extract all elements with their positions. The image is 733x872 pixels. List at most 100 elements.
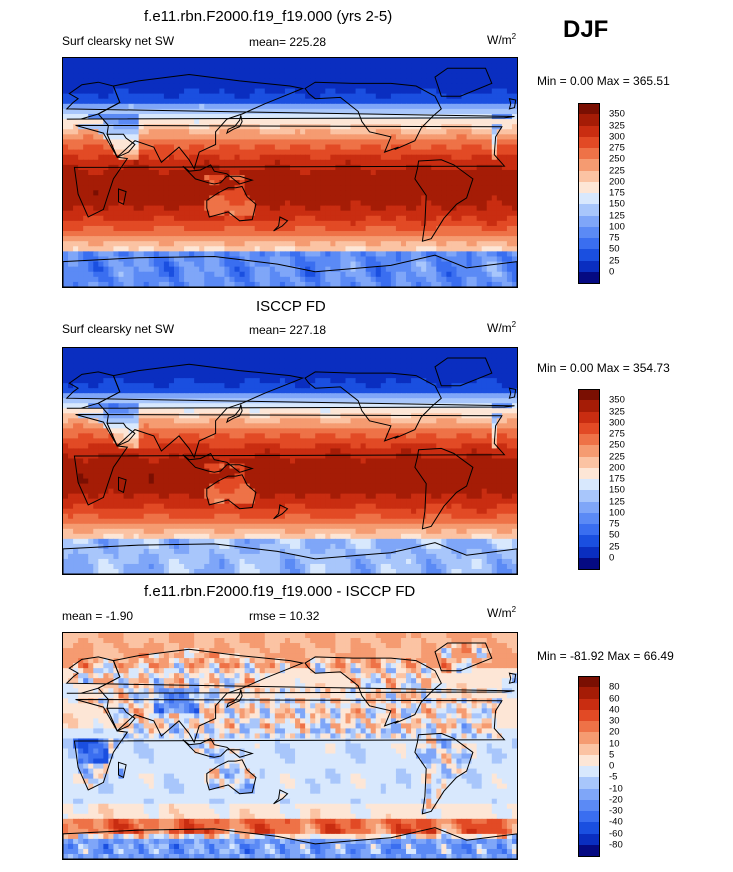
map-cell	[179, 63, 185, 69]
map-cell	[209, 88, 215, 95]
map-cell	[501, 119, 508, 125]
map-cell	[284, 159, 291, 166]
map-cell	[279, 393, 286, 399]
map-cell	[456, 78, 463, 85]
map-cell	[290, 358, 296, 364]
map-cell	[421, 266, 427, 273]
map-cell	[113, 149, 120, 156]
map-cell	[108, 215, 115, 222]
map-cell	[274, 88, 281, 95]
map-cell	[143, 220, 150, 227]
map-cell	[506, 271, 513, 278]
map-cell	[234, 210, 241, 217]
map-cell	[269, 134, 276, 141]
map-cell	[189, 271, 195, 278]
map-cell	[491, 134, 498, 141]
map-cell	[315, 190, 321, 196]
map-cell	[239, 68, 246, 74]
map-cell	[456, 373, 463, 379]
map-cell	[310, 205, 316, 212]
map-cell	[239, 383, 246, 389]
map-cell	[189, 363, 195, 369]
map-cell	[249, 383, 256, 389]
map-cell	[168, 231, 175, 237]
map-cell	[214, 63, 220, 69]
map-cell	[395, 68, 402, 74]
map-cell	[179, 348, 185, 354]
map-cell	[133, 205, 140, 212]
map-cell	[173, 103, 180, 110]
map-cell	[395, 93, 402, 100]
map-cell	[143, 251, 150, 258]
map-cell	[123, 225, 130, 232]
map-cell	[153, 83, 160, 90]
map-cell	[118, 98, 125, 105]
map-cell	[153, 119, 160, 125]
map-cell	[411, 58, 417, 64]
map-cell	[98, 266, 104, 273]
map-cell	[93, 215, 99, 222]
map-cell	[259, 119, 266, 125]
map-cell	[83, 129, 89, 135]
map-cell	[305, 159, 311, 166]
map-cell	[370, 108, 377, 115]
map-cell	[68, 261, 74, 268]
map-cell	[168, 119, 175, 125]
map-cell	[274, 164, 281, 171]
map-cell	[466, 241, 473, 247]
map-cell	[340, 139, 347, 146]
map-cell	[68, 124, 74, 130]
map-cell	[184, 271, 190, 278]
map-cell	[103, 154, 109, 161]
map-cell	[406, 139, 412, 146]
map-cell	[179, 358, 185, 364]
map-cell	[496, 108, 503, 115]
map-cell	[199, 108, 205, 115]
map-cell	[380, 251, 387, 258]
map-cell	[173, 98, 180, 105]
map-cell	[481, 103, 488, 110]
map-cell	[194, 195, 200, 202]
map-cell	[184, 200, 190, 207]
map-cell	[421, 108, 427, 115]
map-cell	[83, 139, 89, 146]
map-cell	[229, 383, 236, 389]
map-cell	[214, 129, 220, 135]
map-cell	[199, 205, 205, 212]
map-cell	[284, 164, 291, 171]
map-cell	[153, 205, 160, 212]
map-cell	[511, 281, 517, 287]
map-cell	[476, 266, 483, 273]
map-cell	[194, 393, 200, 399]
map-cell	[385, 63, 392, 69]
map-cell	[224, 175, 231, 181]
map-cell	[168, 266, 175, 273]
map-cell	[113, 113, 120, 120]
map-cell	[259, 373, 266, 379]
map-cell	[511, 220, 517, 227]
map-cell	[244, 63, 251, 69]
map-cell	[163, 119, 170, 125]
map-cell	[88, 124, 94, 130]
map-cell	[83, 256, 89, 263]
map-cell	[234, 83, 241, 90]
map-cell	[153, 200, 160, 207]
map-cell	[320, 139, 326, 146]
map-cell	[93, 98, 99, 105]
map-cell	[481, 368, 488, 374]
map-cell	[239, 215, 246, 222]
map-cell	[406, 256, 412, 263]
map-cell	[416, 281, 422, 287]
map-cell	[345, 154, 352, 161]
map-cell	[380, 169, 387, 176]
map-cell	[284, 251, 291, 258]
map-cell	[199, 261, 205, 268]
map-cell	[295, 251, 301, 258]
map-cell	[204, 246, 210, 252]
map-cell	[98, 205, 104, 212]
map-cell	[300, 134, 306, 141]
map-cell	[400, 159, 407, 166]
map-cell	[335, 246, 342, 252]
map-cell	[496, 368, 503, 374]
colorbar-swatch	[578, 204, 600, 216]
